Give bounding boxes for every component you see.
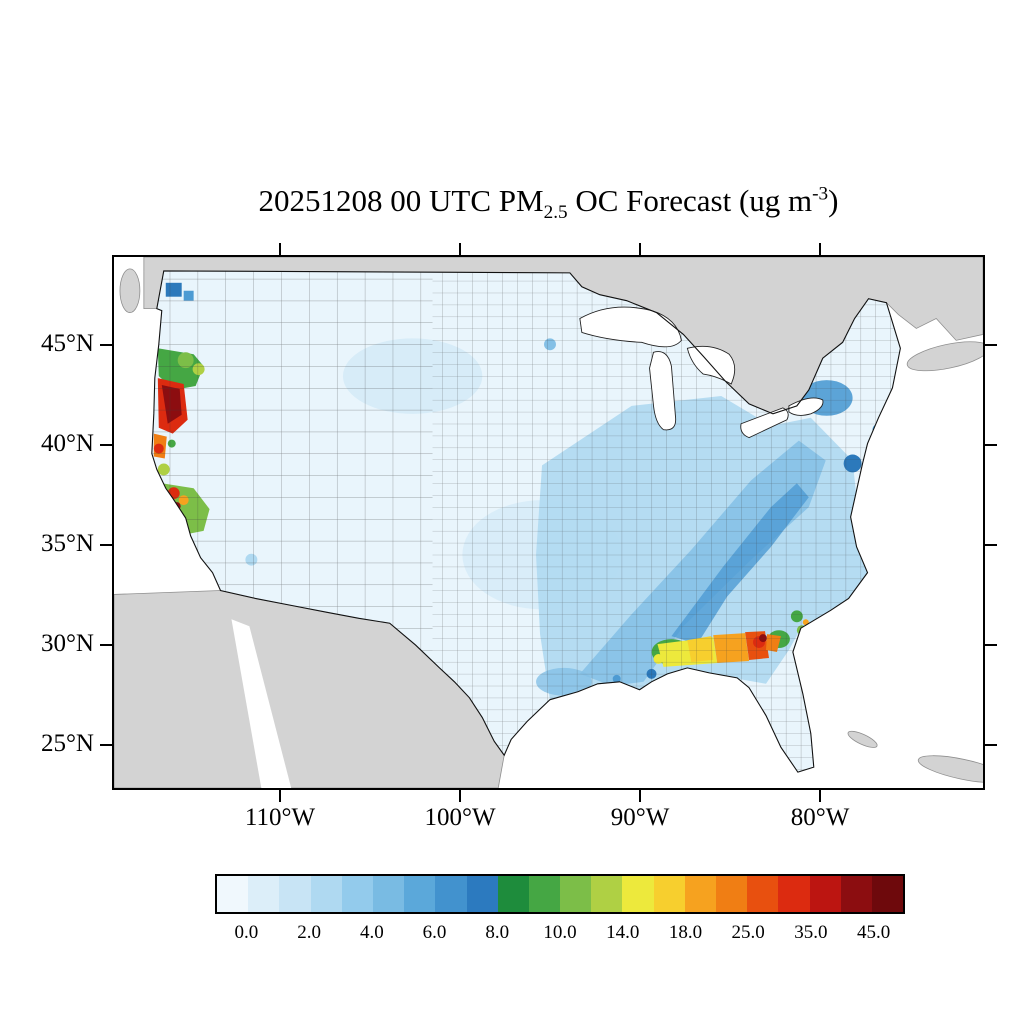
- colorbar-cell: [716, 876, 748, 912]
- colorbar-cell: [279, 876, 311, 912]
- title-part1: 20251208 00 UTC PM: [258, 183, 544, 218]
- lon-tick-110w: [279, 790, 281, 802]
- vancouver-island-landmass: [119, 268, 141, 313]
- lon-tick-label-90w: 90°W: [610, 804, 670, 831]
- colorbar-cell: [871, 876, 904, 912]
- colorbar-cells: [215, 874, 905, 914]
- colorbar-cell: [809, 876, 841, 912]
- lon-tick-top-110w: [279, 243, 281, 255]
- lat-tick-right-40n: [985, 444, 997, 446]
- lon-tick-top-80w: [819, 243, 821, 255]
- gulf-of-california: [231, 619, 292, 788]
- lake-superior: [579, 306, 682, 348]
- colorbar-cell: [684, 876, 716, 912]
- colorbar-cell: [840, 876, 872, 912]
- lat-tick-30n: [100, 644, 112, 646]
- lat-tick-label-25n: 25°N: [40, 730, 94, 757]
- bahamas-island: [847, 730, 878, 748]
- colorbar-label: 4.0: [359, 922, 384, 943]
- colorbar-cell: [466, 876, 498, 912]
- lake-ontario: [788, 397, 824, 416]
- lat-tick-right-25n: [985, 744, 997, 746]
- colorbar-cell: [560, 876, 592, 912]
- colorbar-label: 35.0: [794, 922, 828, 943]
- lon-tick-label-80w: 80°W: [790, 804, 850, 831]
- lat-tick-label-35n: 35°N: [40, 530, 94, 557]
- lon-tick-top-90w: [639, 243, 641, 255]
- us-outline: [151, 270, 901, 773]
- colorbar-cell: [341, 876, 373, 912]
- lat-tick-right-35n: [985, 544, 997, 546]
- title-subscript: 2.5: [543, 202, 568, 224]
- lon-tick-top-100w: [459, 243, 461, 255]
- lat-tick-label-40n: 40°N: [40, 430, 94, 457]
- lat-tick-right-30n: [985, 644, 997, 646]
- colorbar-cell: [310, 876, 342, 912]
- colorbar-label: 10.0: [543, 922, 577, 943]
- colorbar-label: 18.0: [668, 922, 703, 943]
- title-part3: ): [828, 183, 839, 218]
- colorbar-cell: [248, 876, 280, 912]
- lon-tick-80w: [819, 790, 821, 802]
- lon-tick-90w: [639, 790, 641, 802]
- title-part2: OC Forecast (ug m: [567, 183, 813, 218]
- us-choropleth-map: [114, 257, 983, 788]
- colorbar-label: 45.0: [857, 922, 891, 943]
- colorbar-label: 25.0: [731, 922, 765, 943]
- title-superscript: -3: [812, 183, 829, 205]
- colorbar-cell: [404, 876, 436, 912]
- colorbar-cell: [435, 876, 467, 912]
- colorbar-label: 8.0: [485, 922, 510, 943]
- colorbar-cell: [778, 876, 810, 912]
- lat-tick-45n: [100, 344, 112, 346]
- colorbar-label: 2.0: [297, 922, 321, 943]
- colorbar-cell: [217, 876, 249, 912]
- lat-tick-label-45n: 45°N: [40, 330, 94, 357]
- colorbar-cell: [622, 876, 654, 912]
- colorbar-cell: [747, 876, 779, 912]
- lon-tick-label-110w: 110°W: [244, 804, 316, 831]
- colorbar-label: 0.0: [234, 922, 259, 943]
- colorbar-cell: [372, 876, 405, 912]
- lat-tick-40n: [100, 444, 112, 446]
- colorbar-label: 14.0: [606, 922, 640, 943]
- lon-tick-label-100w: 100°W: [424, 804, 496, 831]
- colorbar-cell: [497, 876, 529, 912]
- colorbar-labels: 0.0 2.0 4.0 6.0 8.0 10.0 14.0 18.0 25.0 35.0 45.0: [215, 922, 905, 948]
- cuba-landmass: [917, 755, 983, 783]
- colorbar-cell: [528, 876, 561, 912]
- colorbar-cell: [591, 876, 623, 912]
- nova-scotia-landmass: [906, 341, 983, 372]
- colorbar-cell: [653, 876, 685, 912]
- lat-tick-label-30n: 30°N: [40, 630, 94, 657]
- lat-tick-25n: [100, 744, 112, 746]
- lake-michigan: [649, 351, 677, 431]
- figure-title: 20251208 00 UTC PM2.5 OC Forecast (ug m-…: [112, 183, 985, 224]
- lat-tick-35n: [100, 544, 112, 546]
- colorbar-label: 6.0: [422, 922, 447, 943]
- lat-tick-right-45n: [985, 344, 997, 346]
- lon-tick-100w: [459, 790, 461, 802]
- map-plot-frame: [112, 255, 985, 790]
